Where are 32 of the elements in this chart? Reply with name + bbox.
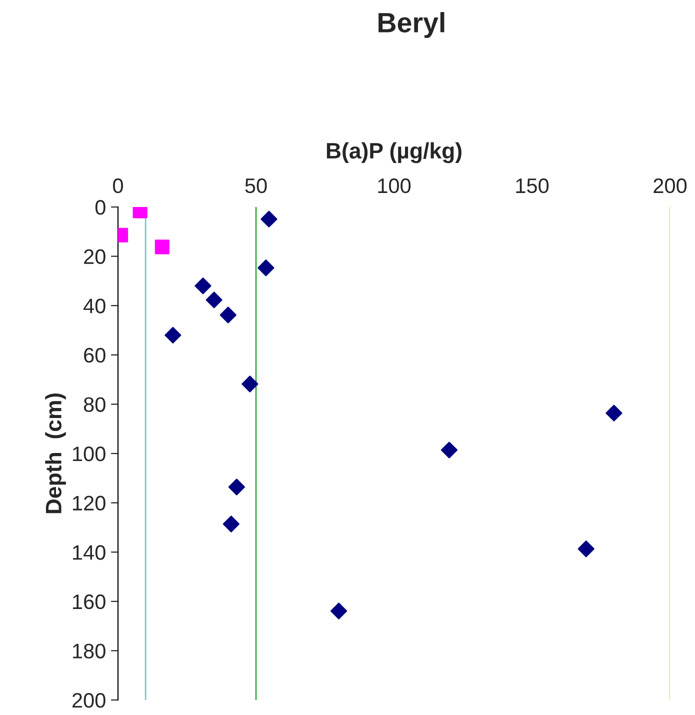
point <box>258 260 274 276</box>
point <box>578 540 594 558</box>
y-tick-label: 80 <box>84 397 106 412</box>
x-tick-label: 200 <box>654 178 687 194</box>
x-tick-label: 100 <box>378 178 411 194</box>
point <box>242 376 258 392</box>
point <box>330 602 348 620</box>
y-tick-label: 160 <box>73 594 106 610</box>
x-tick-label: 0 <box>113 178 123 194</box>
point <box>164 326 182 344</box>
point <box>440 442 458 458</box>
y-axis-title: Depth (cm) <box>45 393 66 514</box>
y-tick-label: 200 <box>72 693 106 708</box>
x-axis-title: B(a)P (µg/kg) <box>326 142 462 164</box>
point <box>260 210 278 228</box>
point <box>206 292 222 308</box>
x-tick-label: 50 <box>245 178 267 194</box>
point <box>222 516 240 532</box>
y-tick-label: 180 <box>73 644 106 658</box>
point <box>606 404 622 422</box>
x-tick-label: 150 <box>516 178 549 194</box>
y-tick-label: 140 <box>73 545 106 560</box>
chart-title: Beryl <box>378 12 444 38</box>
y-tick-label: 100 <box>73 446 106 462</box>
y-tick-label: 60 <box>84 348 106 363</box>
y-tick-label: 20 <box>84 249 106 264</box>
y-tick-label: 0 <box>95 200 106 215</box>
point <box>194 278 212 294</box>
y-tick-label: 40 <box>84 298 106 314</box>
y-tick-label: 120 <box>73 496 106 511</box>
point <box>228 478 245 496</box>
point <box>220 306 236 324</box>
